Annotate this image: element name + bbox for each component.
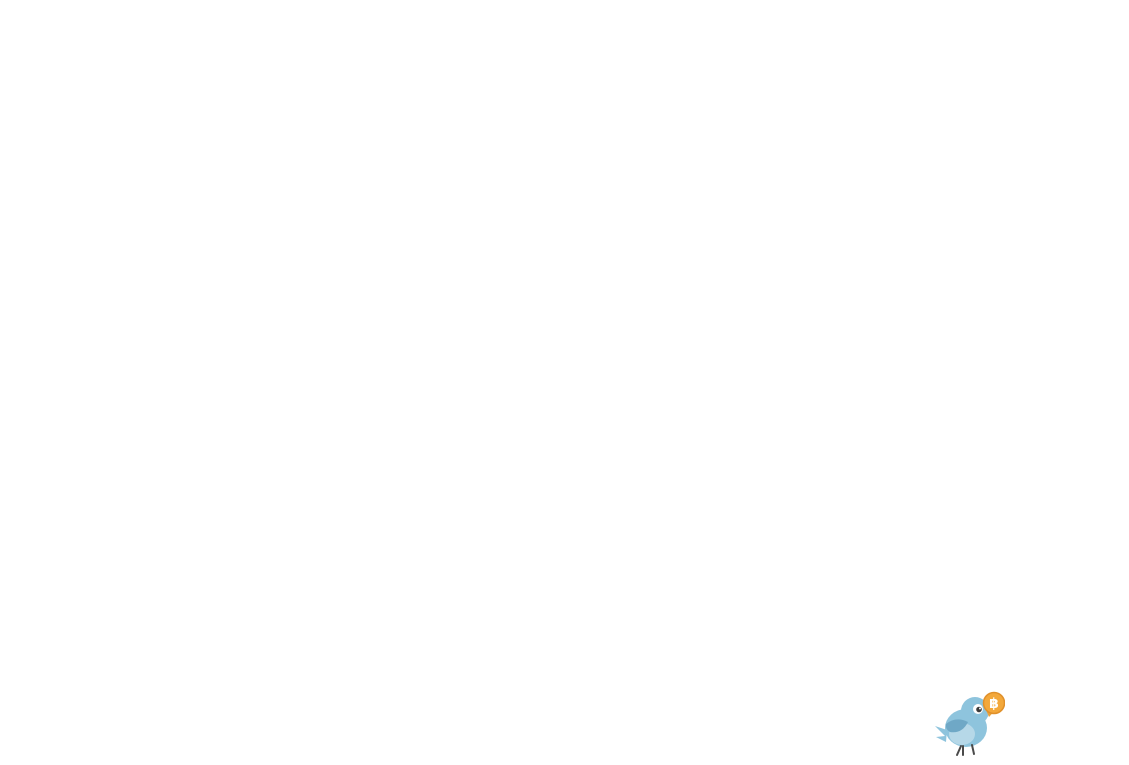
bitcoin-coin-icon — [982, 691, 1005, 715]
legend-item-ether[interactable] — [88, 12, 111, 29]
bitcoin-swatch-icon — [131, 12, 148, 29]
ether-swatch-icon — [88, 12, 105, 29]
flipped-swatch-icon — [45, 12, 62, 29]
legend — [45, 12, 154, 29]
bird-logo-icon: ฿ — [935, 691, 1005, 756]
bitpush-watermark: ฿ — [933, 690, 1011, 758]
coin-symbol: ฿ — [989, 696, 999, 712]
legend-item-flipped[interactable] — [45, 12, 68, 29]
legend-item-bitcoin[interactable] — [131, 12, 154, 29]
